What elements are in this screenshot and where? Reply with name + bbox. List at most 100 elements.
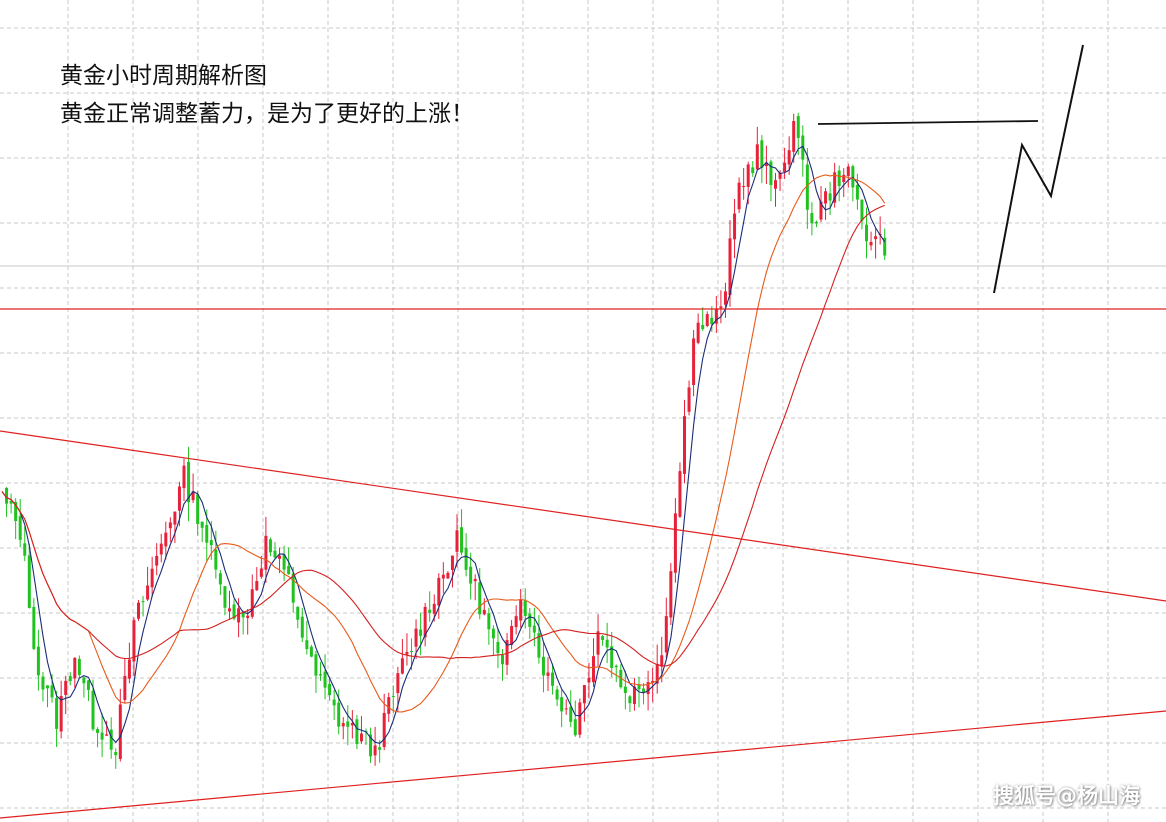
candle-body (432, 603, 436, 614)
candle-body (173, 511, 177, 525)
candle-body (437, 577, 441, 606)
candle-body (623, 686, 627, 694)
candle-body (551, 672, 555, 686)
candle-body (296, 606, 300, 620)
candle-body (814, 221, 818, 224)
candle-body (246, 615, 250, 619)
candle-body (105, 734, 109, 736)
candle-body (601, 636, 605, 640)
candle-body (805, 164, 809, 210)
candle-body (191, 491, 195, 501)
candle-body (5, 487, 9, 504)
candle-body (710, 317, 714, 325)
candle-body (541, 656, 545, 676)
candle-body (801, 135, 805, 160)
candle-body (9, 500, 13, 504)
candle-body (792, 121, 796, 152)
candle-body (514, 616, 518, 628)
candle-body (833, 172, 837, 203)
candle-body (241, 611, 245, 618)
candle-body (482, 609, 486, 615)
candle-body (291, 573, 295, 603)
candle-body (259, 568, 263, 577)
projected-path (993, 44, 1084, 294)
candle-body (255, 581, 259, 591)
candle-body (132, 620, 136, 662)
candle-body (519, 599, 523, 621)
candle-body (46, 685, 49, 689)
candle-body (323, 671, 327, 688)
candle-body (86, 680, 90, 690)
candle-body (205, 524, 209, 543)
candle-body (455, 530, 459, 552)
ma20-line (1, 174, 886, 713)
candle-body (860, 199, 864, 221)
candle-body (651, 681, 655, 683)
candle-body (883, 237, 887, 256)
candle-body (587, 677, 591, 683)
candle-body (528, 613, 532, 627)
candle-body (796, 116, 800, 138)
candle-body (305, 640, 309, 650)
candle-body (50, 685, 54, 698)
candle-body (41, 676, 45, 690)
candle-body (701, 324, 705, 330)
candle-body (27, 555, 31, 608)
candle-body (337, 702, 341, 727)
candle-body (273, 550, 277, 558)
candle-body (582, 685, 586, 704)
candle-body (501, 655, 504, 665)
candle-body (778, 172, 782, 179)
candle-body (491, 628, 495, 639)
candle-body (628, 696, 632, 704)
candle-body (228, 608, 231, 612)
candle-body (751, 167, 755, 174)
candle-body (764, 162, 768, 167)
ma5-line (1, 145, 886, 745)
candle-body (114, 751, 118, 756)
candle-body (414, 628, 418, 647)
candle-body (523, 600, 527, 616)
candle-body (687, 387, 691, 412)
candle-body (505, 640, 509, 665)
candle-body (737, 182, 741, 210)
ma40-line (1, 204, 885, 667)
candle-body (328, 683, 332, 696)
candle-body (232, 604, 236, 619)
candle-body (555, 689, 559, 700)
candle-body (837, 170, 841, 187)
candle-body (855, 184, 859, 200)
candle-body (537, 633, 541, 658)
candle-body (127, 659, 131, 679)
candle-body (464, 547, 468, 570)
candle-body (441, 574, 445, 579)
candle-body (473, 578, 477, 582)
candle-body (223, 586, 227, 608)
candle-body (642, 688, 646, 693)
candle-body (314, 654, 318, 676)
candle-body (546, 672, 550, 676)
candle-body (237, 608, 241, 623)
candle-body (341, 723, 345, 727)
candle-body (423, 606, 427, 638)
candle-body (64, 680, 68, 695)
candle-body (300, 616, 304, 638)
candle-body (573, 719, 577, 736)
ascending-trendline (0, 710, 1166, 819)
watermark: 搜狐号@杨山海 (993, 784, 1140, 808)
candle-body (496, 641, 500, 654)
candle-body (592, 656, 595, 683)
candle-body (55, 697, 59, 729)
candle-body (605, 639, 609, 648)
candle-body (59, 696, 63, 732)
resistance-line (817, 120, 1039, 125)
candle-body (719, 306, 723, 309)
candle-body (218, 573, 222, 585)
candle-body (846, 166, 850, 176)
candle-body (141, 601, 145, 603)
candle-body (578, 702, 582, 735)
candle-body (359, 733, 363, 742)
candle-body (187, 461, 191, 503)
candle-body (146, 585, 150, 600)
candle-body (123, 675, 127, 701)
